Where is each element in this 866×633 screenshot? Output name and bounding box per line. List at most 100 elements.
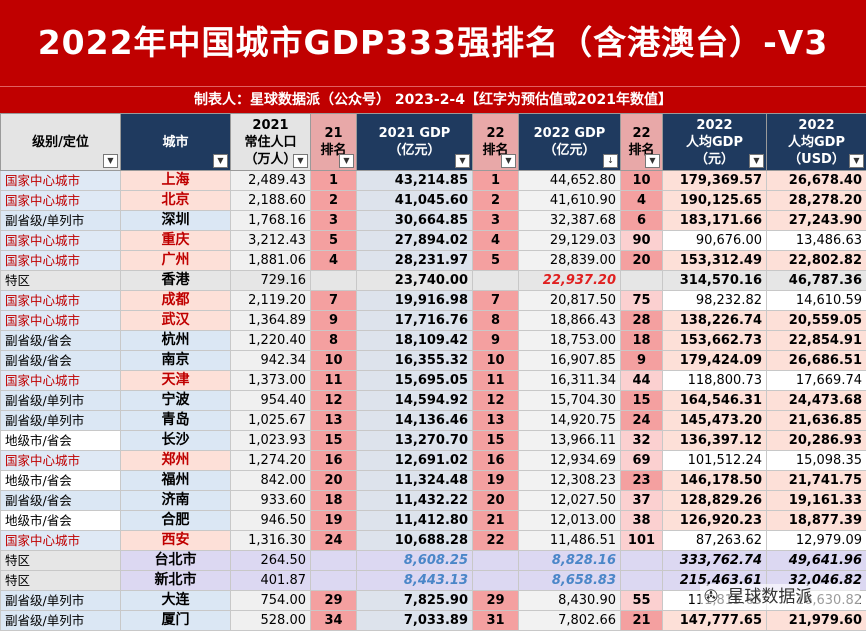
percapita-rank-cell[interactable]: 15 xyxy=(620,390,663,411)
gdp-2022-cell[interactable]: 12,027.50 xyxy=(518,490,621,511)
dropdown-icon[interactable]: ▼ xyxy=(501,154,516,168)
city-cell[interactable]: 福州 xyxy=(120,470,231,491)
level-cell[interactable]: 特区 xyxy=(0,270,121,291)
city-cell[interactable]: 重庆 xyxy=(120,230,231,251)
rank-2021-cell[interactable]: 19 xyxy=(310,510,357,531)
gdp-2021-cell[interactable]: 18,109.42 xyxy=(356,330,473,351)
gdp-2021-cell[interactable]: 43,214.85 xyxy=(356,170,473,191)
city-cell[interactable]: 深圳 xyxy=(120,210,231,231)
level-cell[interactable]: 国家中心城市 xyxy=(0,290,121,311)
table-row[interactable]: 特区 台北市 264.50 8,608.25 8,828.16 333,762.74 49,… xyxy=(0,550,866,571)
population-cell[interactable]: 1,364.89 xyxy=(230,310,311,331)
table-row[interactable]: 副省级/省会 南京 942.34 10 16,355.32 10 16,907.85 9 179… xyxy=(0,350,866,371)
percapita-rank-cell[interactable] xyxy=(620,570,663,591)
gdp-2021-cell[interactable]: 15,695.05 xyxy=(356,370,473,391)
gdp-2022-cell[interactable]: 16,907.85 xyxy=(518,350,621,371)
percapita-rank-cell[interactable]: 37 xyxy=(620,490,663,511)
percapita-rank-cell[interactable]: 6 xyxy=(620,210,663,231)
gdp-2021-cell[interactable]: 14,136.46 xyxy=(356,410,473,431)
dropdown-icon[interactable]: ▼ xyxy=(849,154,864,168)
rank-2021-cell[interactable]: 7 xyxy=(310,290,357,311)
dropdown-icon[interactable]: ▼ xyxy=(339,154,354,168)
percapita-usd-cell[interactable]: 12,979.09 xyxy=(766,530,866,551)
table-row[interactable]: 副省级/省会 济南 933.60 18 11,432.22 20 12,027.50 37 12… xyxy=(0,490,866,511)
percapita-cny-cell[interactable]: 183,171.66 xyxy=(662,210,767,231)
population-cell[interactable]: 2,119.20 xyxy=(230,290,311,311)
city-cell[interactable]: 青岛 xyxy=(120,410,231,431)
table-row[interactable]: 国家中心城市 郑州 1,274.20 16 12,691.02 16 12,934.69 69… xyxy=(0,450,866,471)
dropdown-icon[interactable]: ▼ xyxy=(455,154,470,168)
table-row[interactable]: 副省级/省会 杭州 1,220.40 8 18,109.42 9 18,753.00 18 15… xyxy=(0,330,866,351)
city-cell[interactable]: 广州 xyxy=(120,250,231,271)
population-cell[interactable]: 1,023.93 xyxy=(230,430,311,451)
percapita-rank-cell[interactable]: 75 xyxy=(620,290,663,311)
percapita-cny-cell[interactable]: 179,424.09 xyxy=(662,350,767,371)
table-row[interactable]: 国家中心城市 成都 2,119.20 7 19,916.98 7 20,817.50 75 98… xyxy=(0,290,866,311)
table-row[interactable]: 地级市/省会 长沙 1,023.93 15 13,270.70 15 13,966.11 32… xyxy=(0,430,866,451)
gdp-2021-cell[interactable]: 8,443.13 xyxy=(356,570,473,591)
gdp-2021-cell[interactable]: 19,916.98 xyxy=(356,290,473,311)
percapita-cny-cell[interactable]: 98,232.82 xyxy=(662,290,767,311)
level-cell[interactable]: 地级市/省会 xyxy=(0,430,121,451)
percapita-cny-cell[interactable]: 128,829.26 xyxy=(662,490,767,511)
level-cell[interactable]: 副省级/单列市 xyxy=(0,410,121,431)
rank-2022-cell[interactable] xyxy=(472,270,519,291)
percapita-cny-cell[interactable]: 147,777.65 xyxy=(662,610,767,631)
gdp-2022-cell[interactable]: 41,610.90 xyxy=(518,190,621,211)
rank-2021-cell[interactable] xyxy=(310,550,357,571)
population-cell[interactable]: 3,212.43 xyxy=(230,230,311,251)
level-cell[interactable]: 副省级/单列市 xyxy=(0,390,121,411)
percapita-rank-cell[interactable]: 32 xyxy=(620,430,663,451)
gdp-2022-cell[interactable]: 32,387.68 xyxy=(518,210,621,231)
percapita-usd-cell[interactable]: 19,161.33 xyxy=(766,490,866,511)
gdp-2022-cell[interactable]: 12,013.00 xyxy=(518,510,621,531)
rank-2022-cell[interactable]: 15 xyxy=(472,430,519,451)
rank-2021-cell[interactable]: 15 xyxy=(310,430,357,451)
rank-2021-cell[interactable]: 34 xyxy=(310,610,357,631)
city-cell[interactable]: 厦门 xyxy=(120,610,231,631)
gdp-2021-cell[interactable]: 11,432.22 xyxy=(356,490,473,511)
rank-2022-cell[interactable]: 8 xyxy=(472,310,519,331)
table-row[interactable]: 地级市/省会 福州 842.00 20 11,324.48 19 12,308.23 23 14… xyxy=(0,470,866,491)
city-cell[interactable]: 成都 xyxy=(120,290,231,311)
gdp-2021-cell[interactable]: 8,608.25 xyxy=(356,550,473,571)
percapita-usd-cell[interactable]: 15,098.35 xyxy=(766,450,866,471)
percapita-usd-cell[interactable]: 21,741.75 xyxy=(766,470,866,491)
table-row[interactable]: 地级市/省会 合肥 946.50 19 11,412.80 21 12,013.00 38 12… xyxy=(0,510,866,531)
level-cell[interactable]: 国家中心城市 xyxy=(0,170,121,191)
gdp-2022-cell[interactable]: 8,430.90 xyxy=(518,590,621,611)
gdp-2022-cell[interactable]: 29,129.03 xyxy=(518,230,621,251)
rank-2021-cell[interactable]: 3 xyxy=(310,210,357,231)
gdp-2021-cell[interactable]: 11,412.80 xyxy=(356,510,473,531)
percapita-cny-cell[interactable]: 118,800.73 xyxy=(662,370,767,391)
percapita-cny-cell[interactable]: 138,226.74 xyxy=(662,310,767,331)
header-level[interactable]: 级别/定位 ▼ xyxy=(0,113,121,171)
percapita-usd-cell[interactable]: 20,559.05 xyxy=(766,310,866,331)
percapita-cny-cell[interactable]: 153,662.73 xyxy=(662,330,767,351)
city-cell[interactable]: 武汉 xyxy=(120,310,231,331)
gdp-2022-cell[interactable]: 18,866.43 xyxy=(518,310,621,331)
dropdown-icon[interactable]: ▼ xyxy=(749,154,764,168)
table-row[interactable]: 国家中心城市 西安 1,316.30 24 10,688.28 22 11,486.51 10… xyxy=(0,530,866,551)
percapita-usd-cell[interactable]: 26,678.40 xyxy=(766,170,866,191)
percapita-usd-cell[interactable]: 49,641.96 xyxy=(766,550,866,571)
population-cell[interactable]: 401.87 xyxy=(230,570,311,591)
population-cell[interactable]: 1,768.16 xyxy=(230,210,311,231)
population-cell[interactable]: 954.40 xyxy=(230,390,311,411)
rank-2021-cell[interactable]: 29 xyxy=(310,590,357,611)
gdp-2022-cell[interactable]: 14,920.75 xyxy=(518,410,621,431)
city-cell[interactable]: 郑州 xyxy=(120,450,231,471)
city-cell[interactable]: 西安 xyxy=(120,530,231,551)
city-cell[interactable]: 大连 xyxy=(120,590,231,611)
city-cell[interactable]: 香港 xyxy=(120,270,231,291)
gdp-2021-cell[interactable]: 11,324.48 xyxy=(356,470,473,491)
population-cell[interactable]: 946.50 xyxy=(230,510,311,531)
percapita-cny-cell[interactable]: 179,369.57 xyxy=(662,170,767,191)
percapita-cny-cell[interactable]: 101,512.24 xyxy=(662,450,767,471)
rank-2022-cell[interactable]: 9 xyxy=(472,330,519,351)
percapita-rank-cell[interactable] xyxy=(620,270,663,291)
rank-2021-cell[interactable]: 24 xyxy=(310,530,357,551)
gdp-2021-cell[interactable]: 7,033.89 xyxy=(356,610,473,631)
percapita-usd-cell[interactable]: 20,286.93 xyxy=(766,430,866,451)
percapita-usd-cell[interactable]: 17,669.74 xyxy=(766,370,866,391)
